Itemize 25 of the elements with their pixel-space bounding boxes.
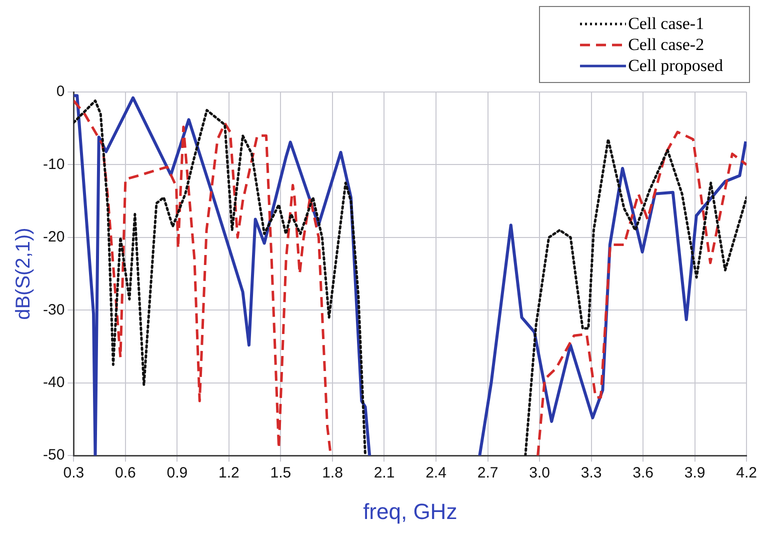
y-tick-label: 0 <box>56 83 65 100</box>
legend-label: Cell case-2 <box>628 34 704 55</box>
y-tick-label: -40 <box>42 374 65 392</box>
x-tick-label: 2.4 <box>426 464 446 482</box>
y-tick-label: -50 <box>42 446 65 464</box>
legend-label: Cell proposed <box>628 55 723 76</box>
x-tick-label: 3.3 <box>580 464 602 482</box>
x-tick-label: 3.6 <box>632 464 654 482</box>
x-tick-label: 1.8 <box>322 464 343 482</box>
y-axis-title: dB(S(2,1)) <box>12 228 35 320</box>
x-tick-label: 1.2 <box>218 464 240 482</box>
x-axis-title: freq, GHz <box>363 498 458 524</box>
x-tick-label: 0.3 <box>63 464 84 482</box>
x-tick-label: 2.7 <box>477 464 498 482</box>
x-tick-label: 0.9 <box>166 464 188 482</box>
x-tick-label: 1.5 <box>270 464 292 482</box>
y-tick-label: -30 <box>42 301 65 318</box>
y-tick-label: -20 <box>42 228 65 246</box>
x-tick-label: 3.9 <box>684 464 706 482</box>
legend-label: Cell case-1 <box>628 13 704 34</box>
y-tick-label: -10 <box>42 156 65 173</box>
x-tick-label: 3.0 <box>529 464 550 482</box>
x-tick-label: 2.1 <box>374 464 395 482</box>
x-tick-label: 4.2 <box>736 464 758 482</box>
x-tick-label: 0.6 <box>115 464 136 482</box>
